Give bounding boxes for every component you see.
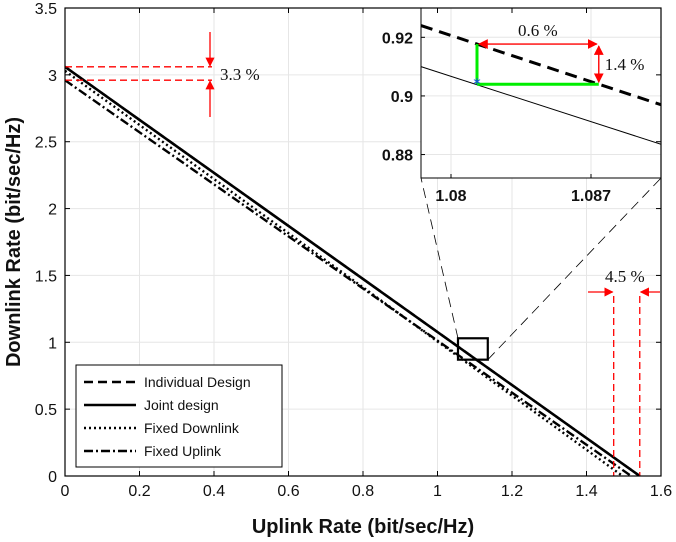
- legend-label: Individual Design: [144, 374, 251, 390]
- zoom-layer: [420, 177, 662, 361]
- inset-y-tick-label: 0.9: [391, 89, 413, 106]
- y-tick-label: 0: [48, 469, 57, 486]
- inset-dashed-line: [420, 24, 661, 107]
- inset-label-1-4: 1.4 %: [605, 55, 645, 74]
- inset-label-0-6: 0.6 %: [518, 21, 558, 40]
- x-tick-label: 0.4: [203, 483, 225, 500]
- legend-label: Fixed Downlink: [144, 420, 240, 436]
- y-tick-label: 3: [48, 68, 57, 85]
- legend: Individual Design Joint design Fixed Downl…: [75, 364, 283, 468]
- inset-series: [420, 24, 661, 145]
- series-layer: [65, 65, 641, 476]
- y-tick-label: 1: [48, 335, 57, 352]
- series-line-joint-design: [65, 65, 641, 476]
- x-tick-label: 0.8: [352, 483, 374, 500]
- annotations: 3.3 % 4.5 %: [65, 32, 660, 476]
- x-tick-label: 1.2: [501, 483, 523, 500]
- legend-label: Joint design: [144, 397, 219, 413]
- inset-x-tick-label: 1.08: [435, 188, 466, 205]
- y-axis-title: Downlink Rate (bit/sec/Hz): [3, 117, 25, 367]
- x-tick-label: 1.6: [650, 483, 672, 500]
- y-tick-label: 3.5: [35, 1, 57, 18]
- y-tick-label: 1.5: [35, 268, 57, 285]
- zoom-connector-left: [420, 177, 459, 339]
- inset-solid-line: [420, 66, 661, 145]
- x-tick-label: 1.4: [575, 483, 597, 500]
- y-tick-label: 0.5: [35, 402, 57, 419]
- y-tick-label: 2.5: [35, 135, 57, 152]
- inset-x-tick-label: 1.087: [571, 188, 611, 205]
- x-tick-label: 0.6: [277, 483, 299, 500]
- zoom-connector-right: [487, 177, 662, 360]
- inset-y-tick-label: 0.92: [382, 30, 413, 47]
- zoom-box: [456, 337, 489, 361]
- anno-label-3-3: 3.3 %: [220, 65, 260, 84]
- x-tick-label: 1: [433, 483, 442, 500]
- axis-ticks: 0 0.2 0.4 0.6 0.8 1 1.2 1.4 1.6 0 0.5 1 1.5 2 2.5 3 3.5: [35, 1, 672, 500]
- inset-y-tick-label: 0.88: [382, 148, 413, 165]
- inset-chart: * 0.6 % 1.4 % 1.08 1.087 0.88 0.9 0.92: [382, 7, 662, 205]
- y-tick-label: 2: [48, 202, 57, 219]
- inset-marker-star: *: [473, 75, 481, 93]
- x-tick-label: 0.2: [128, 483, 150, 500]
- x-axis-title: Uplink Rate (bit/sec/Hz): [252, 516, 474, 538]
- series-line-fixed-uplink: [65, 79, 632, 476]
- legend-box: [75, 364, 283, 468]
- x-tick-label: 0: [61, 483, 70, 500]
- legend-label: Fixed Uplink: [144, 443, 222, 459]
- anno-label-4-5: 4.5 %: [605, 267, 645, 286]
